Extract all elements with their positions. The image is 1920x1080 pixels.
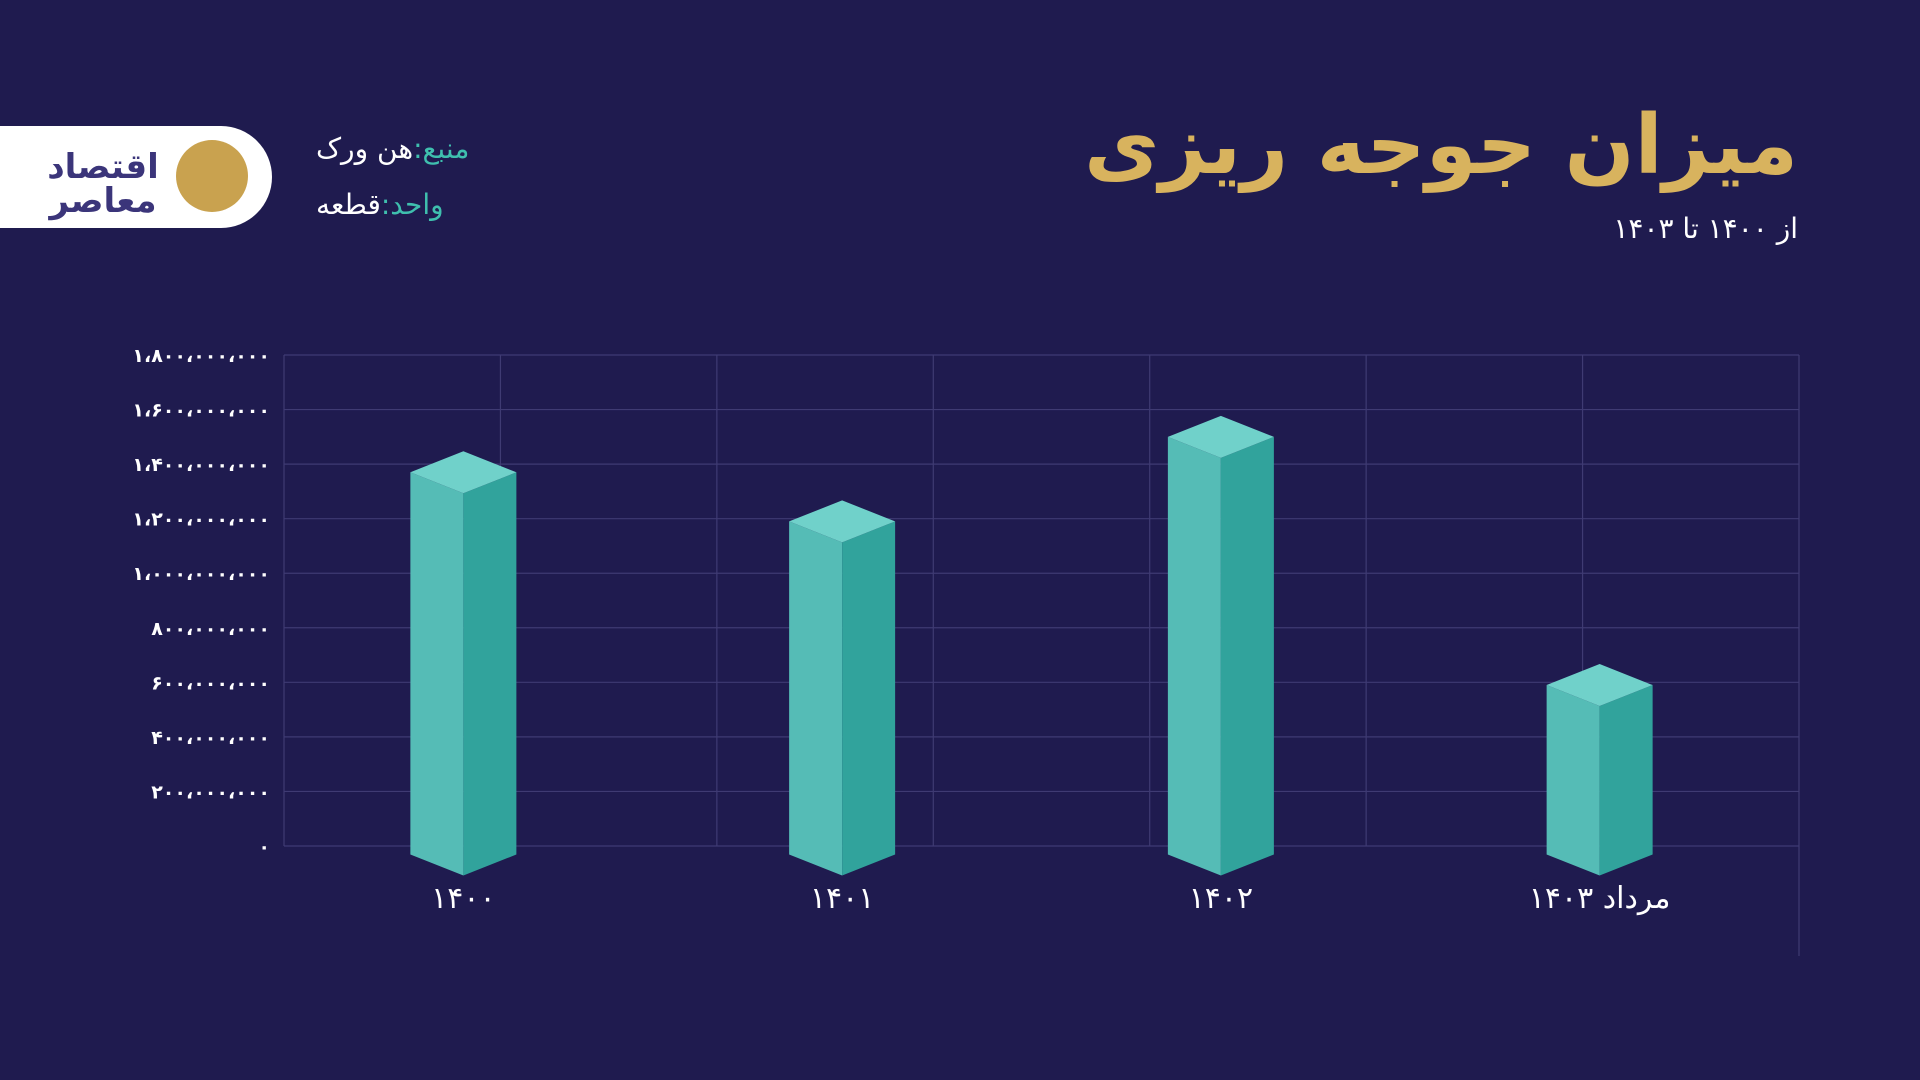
x-tick-label: ۱۴۰۰ — [431, 881, 495, 916]
bar-top — [410, 451, 517, 494]
y-tick-label: ۰ — [258, 836, 270, 858]
bar-front — [1167, 436, 1221, 876]
y-tick-label: ۶۰۰،۰۰۰،۰۰۰ — [151, 672, 270, 694]
y-tick-label: ۱،۸۰۰،۰۰۰،۰۰۰ — [132, 345, 270, 367]
bar-side — [842, 521, 896, 876]
chart-title: میزان جوجه ریزی — [1084, 98, 1798, 193]
bar-side — [1220, 436, 1274, 876]
bar-top — [789, 500, 896, 543]
source-label: منبع: — [413, 132, 470, 165]
y-tick-label: ۱،۶۰۰،۰۰۰،۰۰۰ — [132, 400, 270, 422]
logo-wordmark: اقتصاد معاصر — [47, 147, 159, 221]
y-tick-label: ۱،۲۰۰،۰۰۰،۰۰۰ — [132, 509, 270, 531]
unit-line: واحد:قطعه — [316, 188, 444, 221]
bar-front — [410, 472, 464, 876]
x-tick-label: مرداد ۱۴۰۳ — [1529, 881, 1671, 916]
bar-top — [1546, 664, 1653, 707]
y-tick-label: ۴۰۰،۰۰۰،۰۰۰ — [151, 727, 270, 749]
logo-emblem-icon — [176, 140, 248, 212]
unit-value: قطعه — [316, 188, 381, 221]
x-tick-label: ۱۴۰۱ — [810, 881, 874, 916]
bar-side — [463, 472, 517, 876]
unit-label: واحد: — [380, 188, 444, 221]
source-value: هن ورک — [316, 132, 414, 165]
source-line: منبع:هن ورک — [316, 132, 469, 165]
chart-subtitle: از ۱۴۰۰ تا ۱۴۰۳ — [1613, 212, 1798, 245]
y-tick-label: ۱،۰۰۰،۰۰۰،۰۰۰ — [132, 563, 270, 585]
bar-front — [789, 521, 843, 876]
y-tick-label: ۸۰۰،۰۰۰،۰۰۰ — [151, 618, 270, 640]
bar-front — [1546, 685, 1600, 876]
y-tick-label: ۱،۴۰۰،۰۰۰،۰۰۰ — [132, 454, 270, 476]
x-tick-label: ۱۴۰۲ — [1189, 881, 1253, 916]
bar-top — [1167, 415, 1274, 458]
bar-side — [1599, 685, 1653, 876]
y-tick-label: ۲۰۰،۰۰۰،۰۰۰ — [151, 781, 270, 803]
